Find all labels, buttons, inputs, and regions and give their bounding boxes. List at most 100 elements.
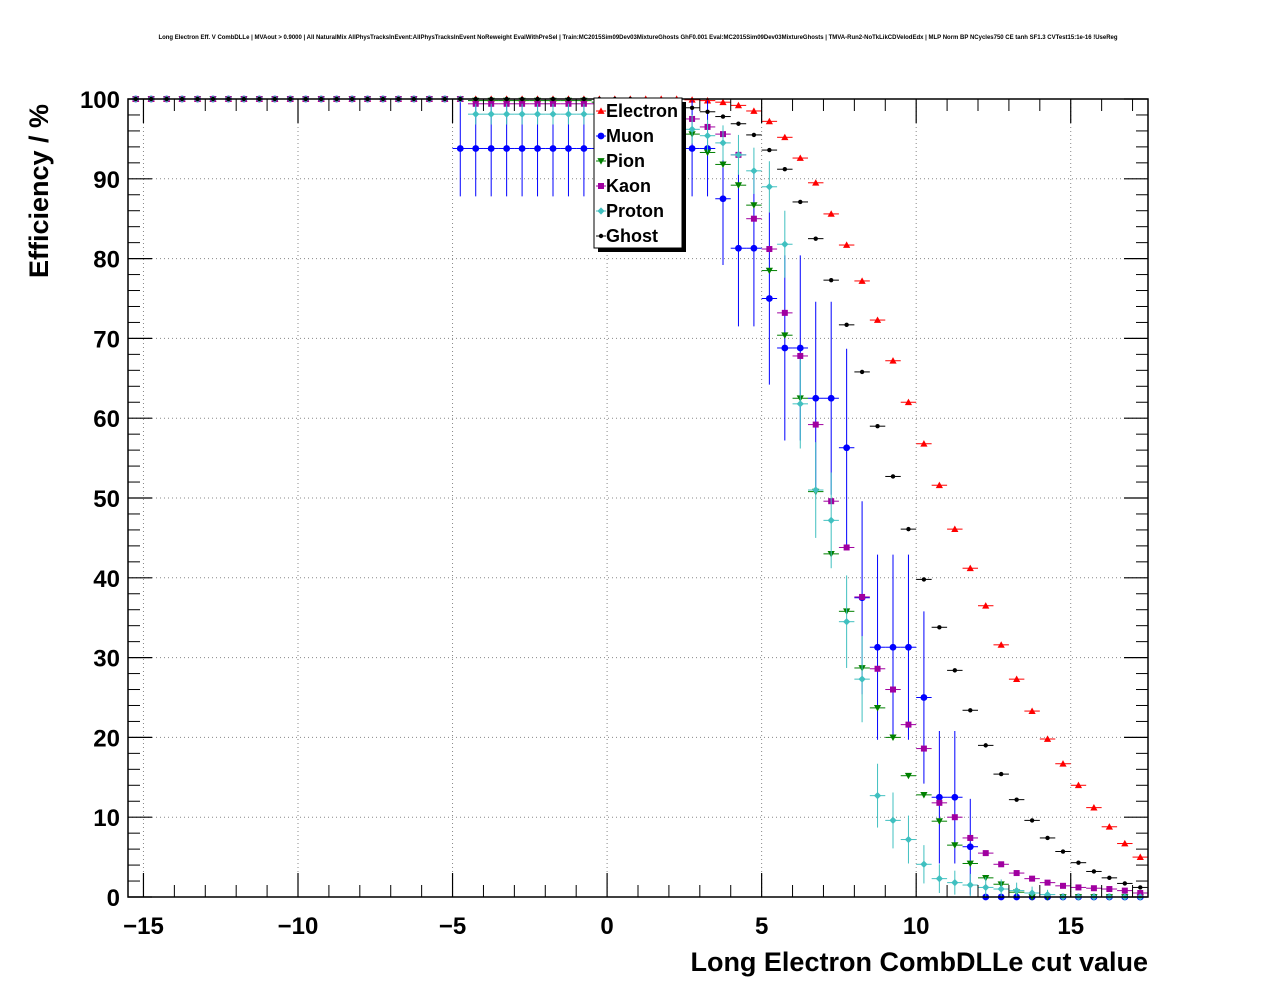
data-point-pion: [703, 149, 712, 157]
data-point-proton: [827, 516, 835, 524]
data-point-kaon: [982, 850, 989, 857]
data-point-electron: [719, 98, 727, 106]
data-point-muon: [719, 195, 727, 203]
data-point-muon: [781, 344, 789, 352]
data-point-proton: [951, 879, 959, 887]
data-point-muon: [534, 145, 541, 152]
data-point-proton: [750, 167, 758, 175]
data-point-proton: [533, 110, 542, 118]
data-point-electron: [858, 277, 866, 284]
data-point-electron: [1059, 760, 1067, 767]
data-point-electron: [1136, 853, 1144, 860]
axis-ticks: [128, 98, 1148, 898]
data-point-proton: [487, 110, 495, 118]
data-point-pion: [873, 704, 882, 712]
data-point-electron: [734, 101, 743, 109]
data-point-electron: [889, 357, 897, 364]
data-point-proton: [966, 881, 974, 889]
data-point-ghost: [1029, 818, 1035, 823]
data-point-proton: [904, 835, 913, 844]
data-point-kaon: [1029, 875, 1036, 882]
data-point-kaon: [1090, 885, 1097, 892]
data-point-ghost: [983, 743, 988, 748]
data-point-electron: [951, 525, 959, 533]
y-tick-label: 90: [93, 167, 120, 194]
data-point-muon: [518, 145, 526, 152]
data-point-electron: [703, 96, 712, 104]
y-tick-label: 80: [93, 247, 120, 274]
legend-marker-muon: [597, 132, 605, 140]
data-point-proton: [472, 110, 480, 118]
data-point-proton: [982, 883, 990, 892]
data-point-electron: [1043, 735, 1052, 742]
data-point-kaon: [750, 215, 757, 222]
y-tick-label: 40: [93, 566, 120, 593]
data-point-proton: [518, 110, 526, 118]
legend-box: [593, 97, 683, 249]
legend-marker-proton: [597, 207, 605, 215]
data-point-proton: [703, 132, 712, 140]
legend: Electron Muon Pion Kaon Proton Ghost: [593, 97, 686, 252]
data-point-pion: [904, 772, 913, 780]
data-point-ghost: [937, 625, 942, 630]
data-point-ghost: [859, 369, 865, 375]
data-point-electron: [765, 117, 773, 125]
legend-label-ghost: Ghost: [606, 226, 658, 246]
data-point-kaon: [859, 593, 866, 600]
data-point-ghost: [720, 114, 726, 119]
data-point-muon: [487, 145, 495, 152]
data-point-kaon: [1060, 882, 1066, 889]
y-axis-title: Efficiency / %: [24, 104, 54, 278]
data-point-electron: [873, 316, 882, 323]
data-point-ghost: [1076, 860, 1081, 865]
data-point-ghost: [798, 199, 803, 205]
data-point-kaon: [874, 665, 881, 672]
data-point-muon: [920, 694, 928, 701]
data-point-kaon: [998, 861, 1005, 868]
data-point-electron: [920, 440, 928, 447]
data-point-muon: [935, 793, 943, 801]
data-point-kaon: [1044, 879, 1051, 886]
data-point-electron: [1105, 823, 1113, 830]
data-point-ghost: [1014, 797, 1019, 802]
data-point-proton: [920, 860, 928, 868]
data-point-muon: [874, 643, 881, 651]
data-point-ghost: [828, 277, 834, 283]
data-point-ghost: [906, 526, 911, 532]
data-point-kaon: [905, 721, 912, 728]
data-point-ghost: [952, 668, 958, 673]
legend-label-proton: Proton: [606, 201, 664, 221]
data-point-kaon: [766, 246, 773, 253]
data-point-kaon: [1106, 886, 1113, 893]
y-tick-label: 70: [93, 326, 120, 353]
data-point-pion: [889, 734, 897, 741]
data-point-muon: [580, 145, 588, 152]
x-tick-label: 5: [755, 913, 768, 940]
data-point-muon: [951, 793, 959, 801]
legend-label-electron: Electron: [606, 101, 678, 121]
data-point-muon: [966, 843, 974, 851]
data-point-pion: [935, 818, 943, 825]
data-point-pion: [781, 332, 789, 339]
data-point-proton: [719, 139, 727, 147]
data-point-ghost: [1060, 849, 1066, 854]
data-point-electron: [966, 564, 974, 572]
y-tick-label: 50: [93, 486, 120, 513]
data-point-muon: [796, 344, 804, 352]
y-tick-label: 10: [93, 805, 120, 832]
data-point-proton: [688, 125, 696, 133]
data-point-kaon: [967, 834, 974, 841]
data-point-ghost: [921, 577, 927, 582]
legend-marker-ghost: [598, 233, 604, 239]
data-point-proton: [549, 110, 557, 118]
data-point-pion: [920, 791, 928, 799]
data-point-proton: [1028, 889, 1036, 897]
data-point-muon: [843, 444, 851, 452]
x-tick-label: 15: [1057, 913, 1084, 940]
y-tick-label: 60: [93, 406, 120, 433]
data-point-ghost: [767, 147, 772, 153]
data-point-muon: [750, 244, 758, 252]
data-point-kaon: [1075, 884, 1082, 891]
data-point-proton: [564, 110, 573, 118]
